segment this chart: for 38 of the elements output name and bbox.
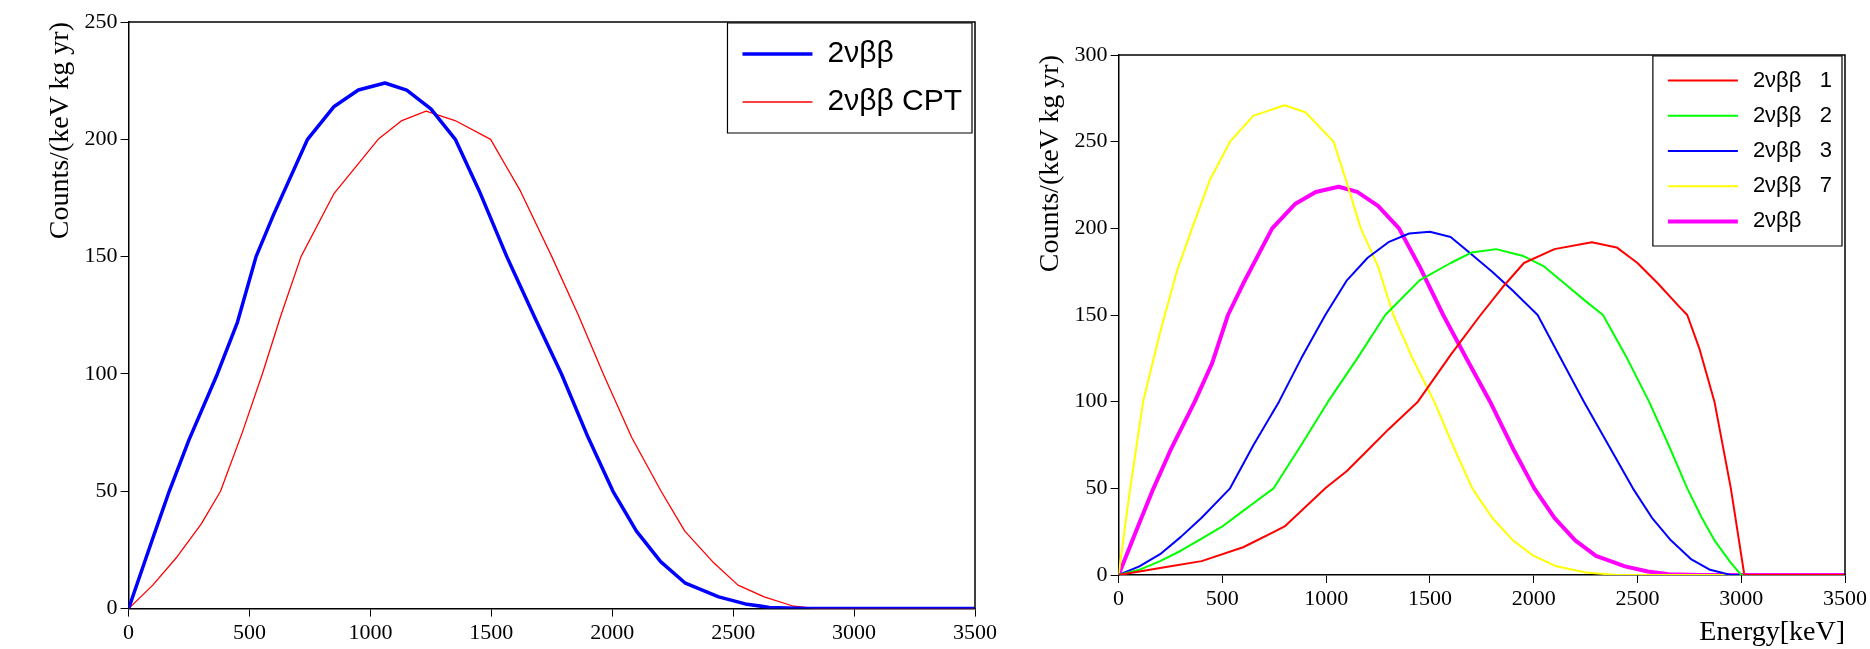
x-tick-label: 1000 bbox=[1304, 584, 1349, 610]
x-tick-label: 500 bbox=[233, 618, 267, 644]
y-tick-label: 100 bbox=[84, 359, 118, 385]
y-tick-label: 50 bbox=[95, 477, 118, 503]
x-tick-label: 2000 bbox=[590, 618, 635, 644]
y-tick-label: 150 bbox=[1074, 300, 1108, 326]
legend-label: 2νββ CPT bbox=[827, 83, 962, 117]
legend-label: 2νββ 2 bbox=[1752, 101, 1833, 127]
legend-label: 2νββ 1 bbox=[1752, 66, 1833, 92]
y-tick-label: 100 bbox=[1074, 387, 1108, 413]
x-axis-title: Energy[keV] bbox=[1699, 614, 1845, 646]
legend-label: 2νββ 7 bbox=[1752, 172, 1833, 198]
x-tick-label: 3000 bbox=[1719, 584, 1764, 610]
y-tick-label: 200 bbox=[1074, 214, 1108, 240]
y-tick-label: 150 bbox=[84, 242, 118, 268]
x-tick-label: 1500 bbox=[469, 618, 514, 644]
y-tick-label: 50 bbox=[1085, 474, 1108, 500]
legend-label: 2νββ 3 bbox=[1752, 137, 1833, 163]
legend-label: 2νββ bbox=[827, 35, 894, 69]
x-tick-label: 1000 bbox=[348, 618, 393, 644]
x-tick-label: 3500 bbox=[1823, 584, 1867, 610]
y-axis-title: Counts/(keV kg yr) bbox=[1033, 55, 1065, 273]
x-tick-label: 500 bbox=[1205, 584, 1239, 610]
y-tick-label: 300 bbox=[1074, 40, 1108, 66]
x-tick-label: 2500 bbox=[1615, 584, 1660, 610]
x-tick-label: 0 bbox=[1113, 584, 1125, 610]
y-tick-label: 250 bbox=[1074, 127, 1108, 153]
y-axis-title: Counts/(keV kg yr) bbox=[43, 22, 75, 240]
x-tick-label: 2000 bbox=[1511, 584, 1556, 610]
x-tick-label: 3500 bbox=[953, 618, 997, 644]
legend-label: 2νββ bbox=[1752, 207, 1802, 233]
x-tick-label: 3000 bbox=[832, 618, 877, 644]
x-tick-label: 0 bbox=[123, 618, 135, 644]
x-tick-label: 1500 bbox=[1407, 584, 1452, 610]
x-tick-label: 2500 bbox=[711, 618, 756, 644]
y-tick-label: 0 bbox=[1096, 560, 1108, 586]
y-tick-label: 250 bbox=[84, 7, 118, 33]
y-tick-label: 200 bbox=[84, 125, 118, 151]
